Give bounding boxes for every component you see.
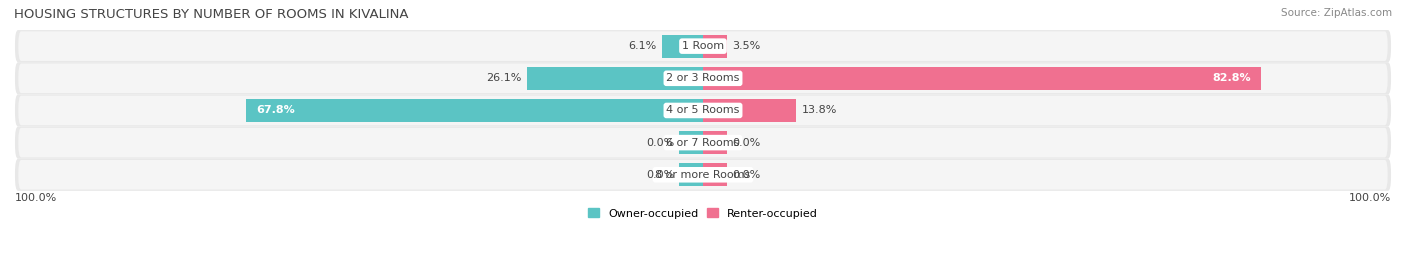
Bar: [679, 163, 703, 186]
Bar: [703, 131, 727, 154]
FancyBboxPatch shape: [15, 159, 1391, 191]
Text: 82.8%: 82.8%: [1212, 73, 1251, 83]
Text: 2 or 3 Rooms: 2 or 3 Rooms: [666, 73, 740, 83]
Legend: Owner-occupied, Renter-occupied: Owner-occupied, Renter-occupied: [583, 204, 823, 223]
FancyBboxPatch shape: [15, 62, 1391, 94]
Text: Source: ZipAtlas.com: Source: ZipAtlas.com: [1281, 8, 1392, 18]
Bar: [662, 34, 703, 58]
FancyBboxPatch shape: [15, 94, 1391, 126]
Text: 3.5%: 3.5%: [733, 41, 761, 51]
FancyBboxPatch shape: [18, 31, 1388, 61]
FancyBboxPatch shape: [18, 160, 1388, 190]
Text: 13.8%: 13.8%: [801, 105, 837, 115]
Bar: [246, 99, 703, 122]
FancyBboxPatch shape: [15, 30, 1391, 62]
Text: 100.0%: 100.0%: [1348, 193, 1391, 203]
Text: 67.8%: 67.8%: [256, 105, 295, 115]
Bar: [703, 34, 727, 58]
Bar: [679, 131, 703, 154]
Text: 0.0%: 0.0%: [645, 138, 673, 148]
FancyBboxPatch shape: [15, 126, 1391, 159]
Text: 6 or 7 Rooms: 6 or 7 Rooms: [666, 138, 740, 148]
FancyBboxPatch shape: [18, 96, 1388, 125]
Text: 0.0%: 0.0%: [645, 170, 673, 180]
FancyBboxPatch shape: [18, 128, 1388, 157]
Bar: [703, 163, 727, 186]
Bar: [527, 67, 703, 90]
Text: 1 Room: 1 Room: [682, 41, 724, 51]
Text: 100.0%: 100.0%: [15, 193, 58, 203]
Text: 0.0%: 0.0%: [733, 138, 761, 148]
Text: 0.0%: 0.0%: [733, 170, 761, 180]
FancyBboxPatch shape: [18, 63, 1388, 93]
Text: 4 or 5 Rooms: 4 or 5 Rooms: [666, 105, 740, 115]
Bar: [703, 99, 796, 122]
Text: HOUSING STRUCTURES BY NUMBER OF ROOMS IN KIVALINA: HOUSING STRUCTURES BY NUMBER OF ROOMS IN…: [14, 8, 409, 21]
Text: 8 or more Rooms: 8 or more Rooms: [655, 170, 751, 180]
Text: 6.1%: 6.1%: [628, 41, 657, 51]
Text: 26.1%: 26.1%: [486, 73, 522, 83]
Bar: [703, 67, 1261, 90]
